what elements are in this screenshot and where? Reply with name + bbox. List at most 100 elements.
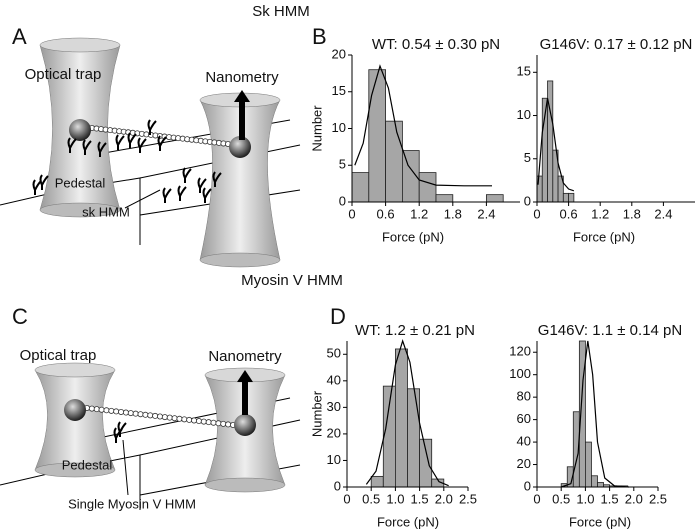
bead: [229, 136, 251, 158]
actin: [118, 408, 125, 415]
actin: [176, 415, 183, 422]
bar: [485, 194, 504, 203]
arrow-head: [237, 370, 253, 382]
x-axis-label: Force (pN): [382, 229, 444, 244]
y-tick-label: 60: [517, 411, 531, 426]
actin: [88, 405, 95, 412]
bar: [591, 475, 598, 488]
myosin: [197, 177, 207, 193]
fit-curve: [365, 339, 449, 487]
myosin: [162, 187, 172, 203]
motor-label: Single Myosin V HMM: [68, 496, 196, 511]
nanometry-label: Nanometry: [208, 348, 282, 365]
y-tick-label: 120: [509, 344, 531, 359]
chart-title: G146V: 0.17 ± 0.12 pN: [540, 36, 693, 53]
myosin: [182, 167, 192, 183]
bar: [394, 348, 408, 488]
trap-rim: [34, 362, 116, 378]
x-axis-label: Force (pN): [569, 514, 631, 529]
y-tick-label: 15: [517, 64, 531, 79]
y-tick-label: 15: [332, 83, 346, 98]
myosin: [212, 171, 222, 187]
x-tick-label: 1.5: [411, 491, 429, 506]
y-tick-label: 80: [517, 389, 531, 404]
y-tick-label: 20: [327, 425, 341, 440]
myosin: [32, 179, 42, 195]
bar: [418, 172, 437, 203]
bead: [64, 399, 86, 421]
x-tick-label: 1.2: [410, 206, 428, 221]
fit-curve: [354, 64, 492, 187]
actin: [181, 416, 188, 423]
y-axis-label: Number: [309, 390, 324, 437]
y-tick-label: 0: [524, 193, 531, 208]
bar: [370, 475, 384, 488]
y-tick-label: 5: [524, 150, 531, 165]
bar: [585, 441, 592, 488]
myosin: [82, 139, 92, 155]
pedestal-label: Pedestal: [55, 175, 106, 190]
pointer: [122, 439, 129, 496]
y-tick-label: 10: [517, 107, 531, 122]
myosin: [177, 185, 187, 201]
myosin: [202, 187, 212, 203]
x-tick-label: 1.5: [601, 491, 619, 506]
actin: [166, 414, 173, 421]
y-tick-label: 0: [339, 193, 346, 208]
actin: [171, 415, 178, 422]
x-tick-label: 1.8: [444, 206, 462, 221]
myosin: [113, 427, 123, 443]
bar: [368, 69, 386, 203]
x-tick-label: 2.0: [625, 491, 643, 506]
x-tick-label: 0: [343, 491, 350, 506]
myosin: [67, 137, 77, 153]
trap-label: Optical trap: [25, 66, 102, 83]
actin: [113, 408, 120, 415]
actin: [108, 407, 115, 414]
x-tick-label: 0.5: [552, 491, 570, 506]
actin: [152, 412, 159, 419]
y-tick-label: 20: [332, 46, 346, 61]
bar: [562, 192, 569, 203]
actin: [142, 411, 149, 418]
y-axis-label: Number: [309, 105, 324, 152]
motor-label: sk HMM: [82, 204, 130, 219]
actin: [205, 419, 212, 426]
bar: [435, 194, 454, 203]
fit-curve: [561, 340, 630, 488]
x-tick-label: 1.0: [576, 491, 594, 506]
actin: [132, 410, 139, 417]
y-tick-label: 5: [339, 157, 346, 172]
x-tick-label: 0.6: [560, 206, 578, 221]
diagrams: [0, 37, 301, 510]
y-tick-label: 30: [327, 399, 341, 414]
trap-rim: [39, 37, 121, 53]
x-tick-label: 0: [533, 206, 540, 221]
myosin: [97, 141, 107, 157]
bar: [597, 482, 604, 488]
x-tick-label: 0: [348, 206, 355, 221]
bar: [547, 80, 554, 203]
myosin: [137, 137, 147, 153]
actin: [147, 412, 154, 419]
y-tick-label: 40: [517, 434, 531, 449]
arrow-head: [234, 90, 250, 102]
actin: [156, 413, 163, 420]
chart-title: WT: 0.54 ± 0.30 pN: [372, 36, 500, 53]
actin: [137, 411, 144, 418]
actin: [122, 409, 129, 416]
section-title: Sk HMM: [252, 3, 310, 20]
x-tick-label: 1.0: [386, 491, 404, 506]
bead: [69, 119, 91, 141]
y-tick-label: 40: [327, 372, 341, 387]
myosin: [39, 174, 49, 190]
actin: [98, 406, 105, 413]
actin: [127, 410, 134, 417]
chart-title: WT: 1.2 ± 0.21 pN: [355, 322, 475, 339]
x-tick-label: 0.6: [377, 206, 395, 221]
actin: [200, 418, 207, 425]
actin: [220, 420, 227, 427]
pointer: [124, 189, 161, 209]
bead: [234, 414, 256, 436]
